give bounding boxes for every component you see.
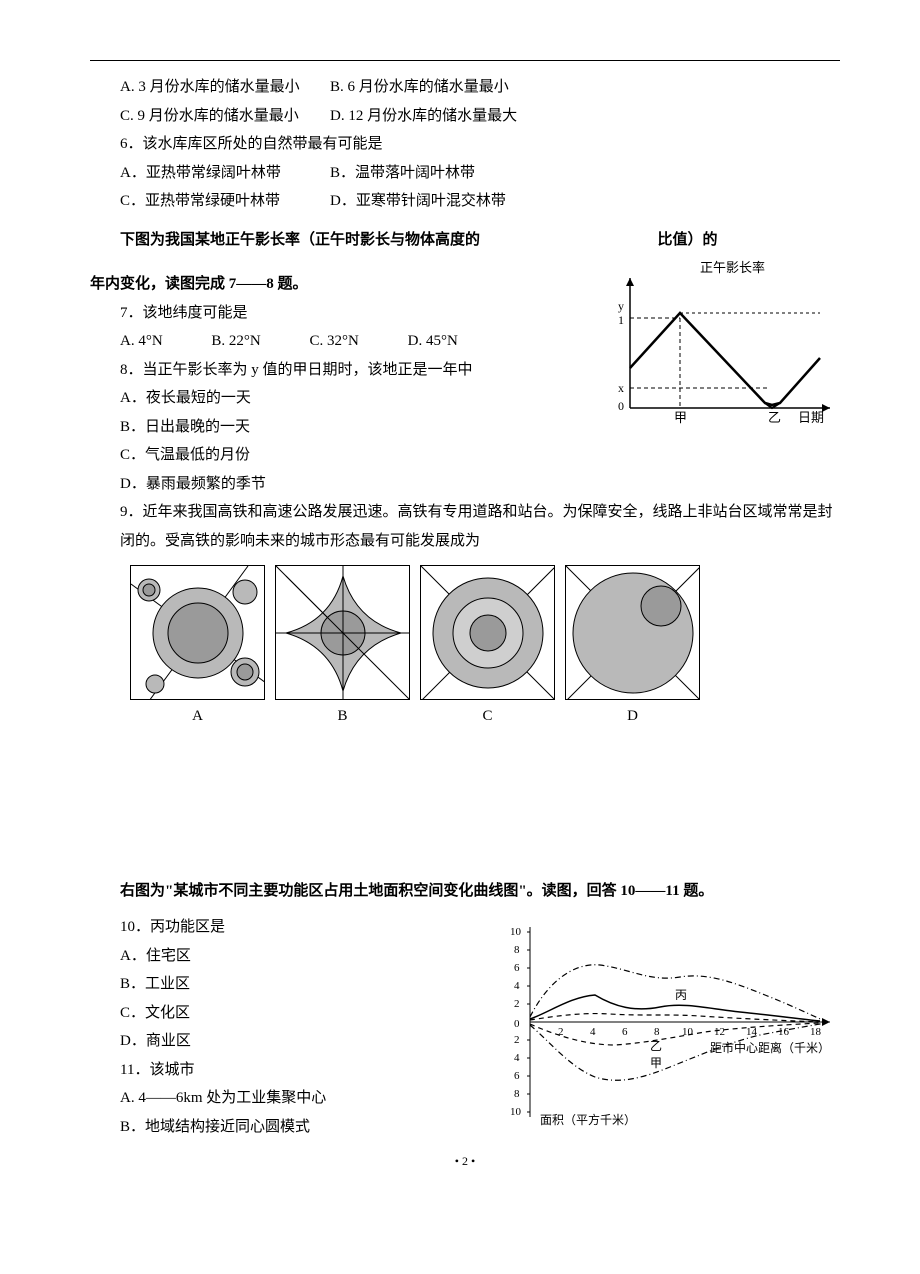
q7-opt-a: A. 4°N (120, 333, 163, 349)
svg-text:6: 6 (514, 1070, 520, 1082)
svg-text:8: 8 (514, 944, 520, 956)
svg-text:4: 4 (514, 1052, 520, 1064)
svg-text:x: x (618, 381, 624, 395)
city-fig-b (275, 565, 410, 700)
svg-text:6: 6 (514, 962, 520, 974)
q7-opt-b: B. 22°N (211, 333, 260, 349)
svg-text:4: 4 (514, 980, 520, 992)
q6-opt-c: C．亚热带常绿硬叶林带 (120, 187, 330, 216)
q6-options-ab: A．亚热带常绿阔叶林带 B．温带落叶阔叶林带 (90, 159, 840, 188)
svg-text:10: 10 (510, 926, 522, 938)
svg-text:乙: 乙 (768, 410, 781, 425)
svg-text:18: 18 (810, 1026, 822, 1038)
svg-text:2: 2 (514, 998, 520, 1010)
q8-opt-d: D．暴雨最频繁的季节 (90, 470, 840, 499)
svg-text:8: 8 (514, 1088, 520, 1100)
top-rule (90, 60, 840, 61)
chart78-ylabel: 正午影长率 (700, 260, 765, 275)
q6-options-cd: C．亚热带常绿硬叶林带 D．亚寒带针阔叶混交林带 (90, 187, 840, 216)
svg-text:日期: 日期 (798, 410, 824, 425)
city-label-c: C (420, 702, 555, 731)
svg-text:距市中心距离（千米）: 距市中心距离（千米） (710, 1040, 830, 1055)
q9-stem: 9．近年来我国高铁和高速公路发展迅速。高铁有专用道路和站台。为保障安全，线路上非… (90, 498, 840, 555)
q5-opt-b: B. 6 月份水库的储水量最小 (330, 73, 509, 102)
svg-text:8: 8 (654, 1026, 660, 1038)
lead-1011: 右图为"某城市不同主要功能区占用土地面积空间变化曲线图"。读图，回答 10——1… (90, 877, 840, 906)
svg-text:甲: 甲 (650, 1056, 662, 1070)
svg-text:2: 2 (514, 1034, 520, 1046)
svg-text:12: 12 (714, 1026, 725, 1038)
svg-text:甲: 甲 (674, 410, 687, 425)
q7-opt-c: C. 32°N (310, 333, 359, 349)
svg-text:面积（平方千米）: 面积（平方千米） (540, 1112, 636, 1127)
chart-78: 正午影长率 y 1 x 0 甲 乙 日期 (590, 258, 840, 439)
svg-text:10: 10 (510, 1106, 522, 1118)
svg-text:y: y (618, 299, 624, 313)
q5-options-cd: C. 9 月份水库的储水量最小 D. 12 月份水库的储水量最大 (90, 102, 840, 131)
svg-text:0: 0 (618, 399, 624, 413)
q6-opt-b: B．温带落叶阔叶林带 (330, 159, 475, 188)
q5-options-ab: A. 3 月份水库的储水量最小 B. 6 月份水库的储水量最小 (90, 73, 840, 102)
svg-text:0: 0 (514, 1018, 520, 1030)
city-fig-a (130, 565, 265, 700)
city-fig-c (420, 565, 555, 700)
q6-opt-d: D．亚寒带针阔叶混交林带 (330, 187, 506, 216)
svg-text:16: 16 (778, 1026, 790, 1038)
lead-78-line1: 下图为我国某地正午影长率（正午时影长与物体高度的 比值）的 (90, 226, 840, 255)
svg-text:6: 6 (622, 1026, 628, 1038)
q5-opt-a: A. 3 月份水库的储水量最小 (120, 73, 330, 102)
city-label-b: B (275, 702, 410, 731)
lead-78-a: 下图为我国某地正午影长率（正午时影长与物体高度的 (120, 232, 480, 248)
q7-opt-d: D. 45°N (408, 333, 458, 349)
lead-78-b: 比值）的 (658, 232, 718, 248)
city-labels: A B C D (130, 702, 840, 731)
chart-1011: 10 8 6 4 2 0 2 4 6 8 10 2 4 6 8 10 12 14 (500, 917, 840, 1138)
q5-opt-c: C. 9 月份水库的储水量最小 (120, 102, 330, 131)
q6-opt-a: A．亚热带常绿阔叶林带 (120, 159, 330, 188)
q6-stem: 6．该水库库区所处的自然带最有可能是 (90, 130, 840, 159)
city-figures (130, 565, 840, 700)
svg-text:丙: 丙 (675, 988, 687, 1002)
city-label-a: A (130, 702, 265, 731)
page-number-value: 2 (462, 1154, 468, 1168)
svg-text:乙: 乙 (650, 1039, 662, 1053)
q8-opt-c: C．气温最低的月份 (90, 441, 840, 470)
q5-opt-d: D. 12 月份水库的储水量最大 (330, 102, 517, 131)
page-number: • 2 • (90, 1150, 840, 1173)
svg-text:4: 4 (590, 1026, 596, 1038)
city-fig-d (565, 565, 700, 700)
svg-text:1: 1 (618, 313, 624, 327)
city-label-d: D (565, 702, 700, 731)
q9-stem-text: 9．近年来我国高铁和高速公路发展迅速。高铁有专用道路和站台。为保障安全，线路上非… (120, 504, 833, 549)
svg-text:2: 2 (558, 1026, 564, 1038)
